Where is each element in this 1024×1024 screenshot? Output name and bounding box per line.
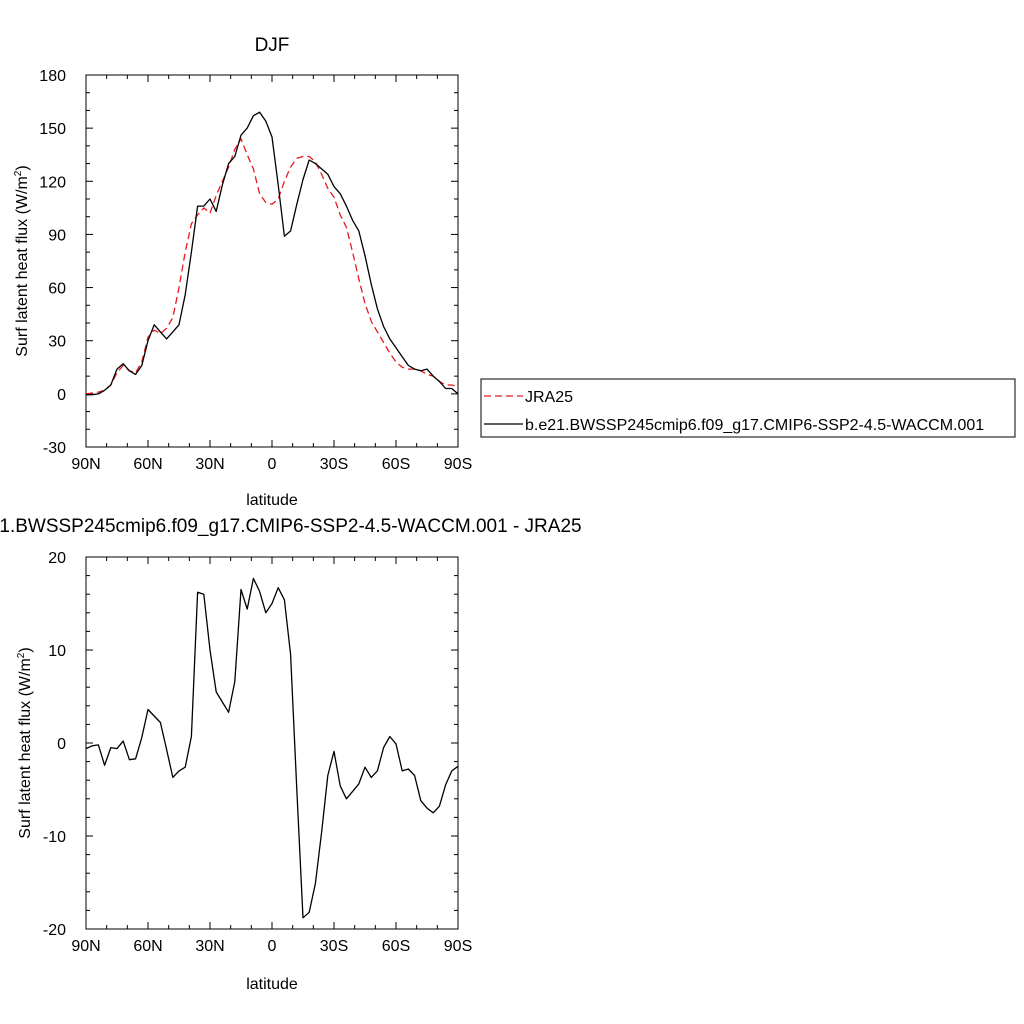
y-tick-label: 10 [48,643,66,660]
y-tick-label: 30 [48,334,66,351]
bottom-y-axis-label: Surf latent heat flux (W/m2) [16,647,34,838]
legend: JRA25 b.e21.BWSSP245cmip6.f09_g17.CMIP6-… [480,378,1016,438]
y-tick-label: 60 [48,281,66,298]
top-x-axis-label: latitude [246,492,298,509]
x-tick-label: 30N [195,456,224,473]
bottom-y-axis-label-main: Surf latent heat flux (W/m [17,658,34,839]
x-tick-label: 30N [195,938,224,955]
x-tick-label: 30S [320,456,348,473]
x-tick-label: 90S [444,456,472,473]
series-line-1 [86,111,459,396]
x-tick-label: 90N [71,938,100,955]
top-ticks: 90N 60N 30N 0 30S 60S 90S -30 0 30 60 90 120 150 180 [39,68,472,473]
series-line-0 [85,138,459,395]
top-y-axis-label-suffix: ) [14,165,31,170]
bottom-y-axis-label-sup: 2 [16,652,27,658]
y-tick-label: -20 [43,922,66,939]
y-tick-label: 90 [48,227,66,244]
y-tick-label: -30 [43,440,66,457]
top-y-axis-label-sup: 2 [13,170,24,176]
top-chart-title: DJF [255,35,290,56]
legend-label-jra25: JRA25 [525,389,573,406]
x-tick-label: 60N [133,938,162,955]
y-tick-label: 120 [39,174,66,191]
y-tick-label: 20 [48,550,66,567]
bottom-series-lines [85,577,459,919]
bottom-y-axis-label-suffix: ) [17,647,34,652]
top-y-axis-label: Surf latent heat flux (W/m2) [13,165,31,356]
y-tick-label: 180 [39,68,66,85]
x-tick-label: 60S [382,456,410,473]
x-tick-label: 60S [382,938,410,955]
x-tick-label: 90N [71,456,100,473]
bottom-plot-frame [85,556,459,930]
y-tick-label: 150 [39,121,66,138]
top-plot-frame [85,74,459,448]
top-panel: DJF 90N 60N 30N 0 30S 60S 90S -30 0 30 60 90 120 150 1… [13,35,472,509]
y-tick-label: 0 [57,387,66,404]
bottom-x-axis-label: latitude [246,976,298,993]
top-y-axis-label-main: Surf latent heat flux (W/m [14,176,31,357]
legend-label-model: b.e21.BWSSP245cmip6.f09_g17.CMIP6-SSP2-4… [525,417,984,434]
bottom-chart-title: b.e21.BWSSP245cmip6.f09_g17.CMIP6-SSP2-4… [0,516,582,537]
x-tick-label: 0 [268,456,277,473]
x-tick-label: 0 [268,938,277,955]
x-tick-label: 60N [133,456,162,473]
y-tick-label: 0 [57,736,66,753]
top-series-lines [85,111,459,396]
bottom-panel: b.e21.BWSSP245cmip6.f09_g17.CMIP6-SSP2-4… [0,516,582,993]
legend-box [480,378,1016,438]
bottom-ticks: 90N 60N 30N 0 30S 60S 90S -20 -10 0 10 20 [43,550,472,955]
x-tick-label: 90S [444,938,472,955]
series-line-0 [85,577,459,919]
x-tick-label: 30S [320,938,348,955]
y-tick-label: -10 [43,829,66,846]
